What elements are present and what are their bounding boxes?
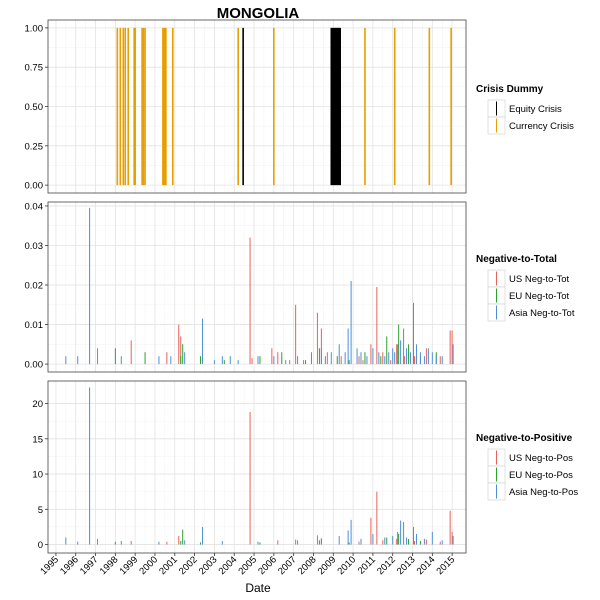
y-tick-label: 0: [38, 540, 43, 551]
legend: Negative-to-Positive US Neg-to-Pos EU Neg-…: [476, 433, 578, 501]
x-tick-label: 2012: [375, 554, 398, 577]
y-tick-label: 0.00: [25, 360, 44, 371]
y-tick-label: 10: [32, 470, 43, 481]
x-tick-label: 1998: [98, 554, 121, 577]
x-tick-label: 2000: [137, 554, 160, 577]
legend-label: US Neg-to-Tot: [509, 274, 570, 285]
panel-border: [47, 19, 467, 194]
y-tick-label: 0.02: [25, 281, 44, 292]
legend-label: Equity Crisis: [509, 104, 562, 115]
x-tick-label: 1995: [38, 554, 61, 577]
x-tick-label: 2010: [335, 554, 358, 577]
x-tick-label: 2003: [197, 554, 220, 577]
x-tick-label: 2002: [177, 554, 200, 577]
legend-label: EU Neg-to-Tot: [509, 291, 570, 302]
y-tick-label: 1.00: [25, 23, 44, 34]
legend-label: Asia Neg-to-Tot: [509, 308, 575, 319]
x-tick-label: 2001: [157, 554, 180, 577]
y-tick-label: 0.01: [25, 320, 44, 331]
y-tick-label: 0.03: [25, 241, 44, 252]
legend-label: Currency Crisis: [509, 121, 574, 132]
panel-background: [48, 202, 466, 372]
y-tick-label: 0.25: [25, 141, 44, 152]
y-tick-label: 0.75: [25, 63, 44, 74]
legend-label: US Neg-to-Pos: [509, 453, 573, 464]
x-tick-label: 2009: [316, 554, 339, 577]
x-tick-label: 1996: [58, 554, 81, 577]
y-tick-label: 0.50: [25, 102, 44, 113]
legend: Negative-to-Total US Neg-to-Tot EU Neg-to-…: [476, 254, 575, 322]
legend-title: Negative-to-Positive: [476, 433, 573, 444]
x-tick-label: 2004: [217, 554, 240, 577]
panel-neg-to-pos: 0 5 10 15 20 Negative-to-Positive US Neg-to-Po…: [32, 380, 578, 554]
y-tick-label: 20: [32, 399, 43, 410]
panel-neg-to-tot: 0.00 0.01 0.02 0.03 0.04 Negative-to-Total US …: [25, 201, 575, 373]
legend-label: Asia Neg-to-Pos: [509, 487, 578, 498]
x-tick-label: 2014: [415, 554, 438, 577]
y-tick-label: 0.00: [25, 181, 44, 192]
x-tick-label: 1997: [78, 554, 101, 577]
x-tick-label: 2013: [395, 554, 418, 577]
y-tick-label: 0.04: [25, 201, 44, 212]
panel-border: [47, 201, 467, 373]
x-tick-label: 1999: [118, 554, 141, 577]
x-axis-label: Date: [245, 581, 271, 595]
chart-title: MONGOLIA: [217, 5, 300, 22]
y-tick-label: 15: [32, 434, 43, 445]
x-tick-label: 2005: [236, 554, 259, 577]
legend: Crisis Dummy Equity Crisis Currency Crisis: [476, 84, 574, 135]
x-tick-label: 2007: [276, 554, 299, 577]
legend-title: Negative-to-Total: [476, 254, 557, 265]
panel-crisis: 0.00 0.25 0.50 0.75 1.00 Crisis Dummy Equity C…: [25, 19, 574, 194]
y-tick-label: 5: [38, 505, 43, 516]
panel-background: [48, 381, 466, 553]
x-tick-label: 2011: [356, 554, 378, 576]
panel-border: [47, 380, 467, 554]
x-tick-label: 2008: [296, 554, 319, 577]
x-tick-label: 2006: [256, 554, 279, 577]
legend-title: Crisis Dummy: [476, 84, 544, 95]
x-tick-label: 2015: [435, 554, 458, 577]
legend-label: EU Neg-to-Pos: [509, 470, 573, 481]
x-axis: 1995199619971998199920002001200220032004…: [38, 553, 457, 577]
